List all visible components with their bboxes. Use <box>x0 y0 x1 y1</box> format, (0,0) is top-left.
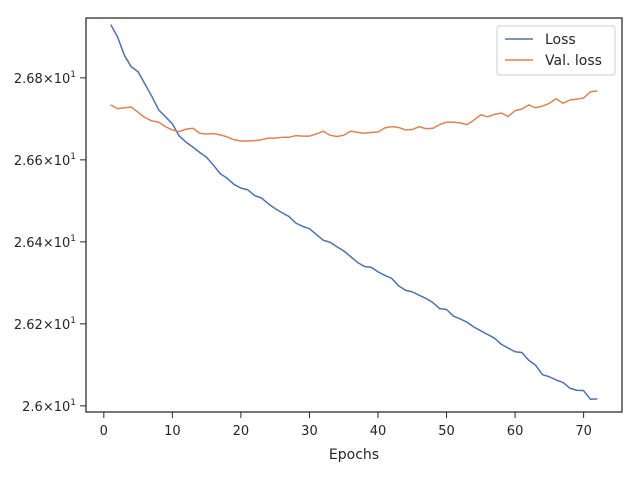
plot-frame <box>85 17 623 413</box>
y-tick-label-3: 2.66×101 <box>14 152 76 169</box>
series-line-0 <box>110 24 598 401</box>
x-tick-label-3: 30 <box>301 424 318 439</box>
series-line-1 <box>110 90 598 142</box>
x-tick-label-2: 20 <box>233 424 250 439</box>
legend-label-1: Val. loss <box>545 53 602 69</box>
x-tick-label-0: 0 <box>100 424 108 439</box>
x-axis-ticks: 0 10 20 30 40 50 60 70 <box>100 412 592 439</box>
x-axis-label: Epochs <box>329 447 379 463</box>
y-tick-label-0: 2.6×101 <box>22 398 76 415</box>
plot-area <box>85 17 623 413</box>
x-tick-label-7: 70 <box>575 424 592 439</box>
legend: Loss Val. loss <box>496 25 616 76</box>
x-tick-label-6: 60 <box>507 424 524 439</box>
legend-label-0: Loss <box>545 32 576 48</box>
x-tick-label-1: 10 <box>164 424 181 439</box>
series-layer <box>110 24 598 401</box>
x-tick-label-4: 40 <box>370 424 387 439</box>
y-tick-label-2: 2.64×101 <box>14 234 76 251</box>
x-tick-label-5: 50 <box>438 424 455 439</box>
y-tick-label-4: 2.68×101 <box>14 70 76 87</box>
y-axis-ticks: 2.6×101 2.62×101 2.64×101 2.66×101 2.68×101 <box>14 70 86 415</box>
y-tick-label-1: 2.62×101 <box>14 316 76 333</box>
